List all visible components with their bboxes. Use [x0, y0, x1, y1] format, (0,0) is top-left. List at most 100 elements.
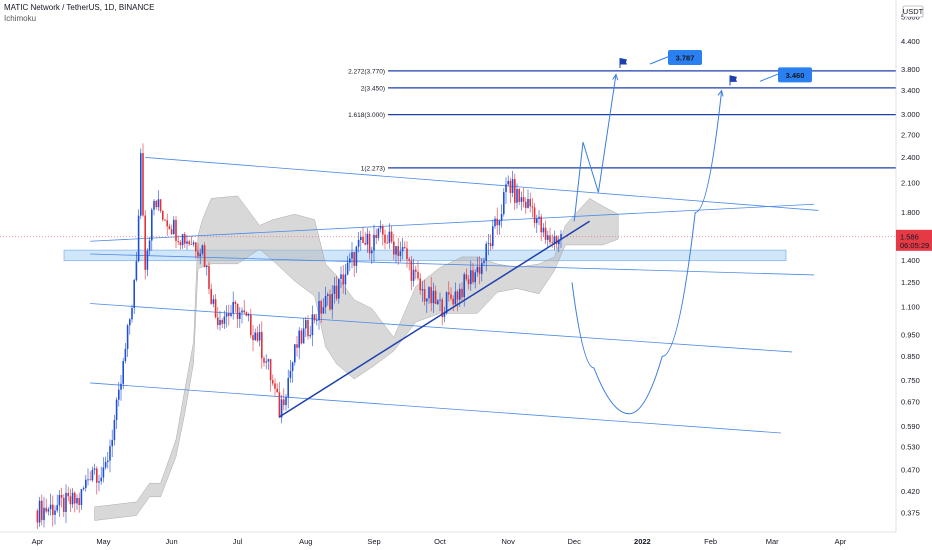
- candle-body: [470, 270, 472, 285]
- candle-body: [36, 510, 39, 523]
- candle-body: [184, 234, 186, 244]
- channel-line-3: [90, 303, 793, 353]
- candle-body: [113, 420, 116, 441]
- candle: [102, 457, 105, 483]
- candle-body: [478, 266, 481, 274]
- candle: [483, 257, 485, 267]
- price-tick-8: 2.100: [901, 179, 920, 188]
- candle: [533, 202, 536, 228]
- candle-body: [168, 226, 171, 230]
- time-tick-9: Dec: [568, 537, 582, 546]
- candle-body: [261, 331, 263, 359]
- target-callout-box-1: [668, 50, 702, 66]
- candle: [186, 234, 188, 250]
- candle: [514, 173, 516, 211]
- candle: [135, 251, 138, 282]
- candle-body: [63, 497, 65, 513]
- candle-body: [254, 332, 256, 341]
- candle: [219, 310, 221, 331]
- target-label-1: 3.787: [676, 54, 695, 63]
- channel-line-4: [90, 382, 782, 434]
- candle: [239, 306, 241, 328]
- candle: [443, 306, 446, 323]
- price-tick-16: 0.750: [901, 376, 920, 385]
- time-axis: [0, 532, 896, 550]
- candle: [263, 355, 265, 367]
- candle: [113, 414, 116, 446]
- candle: [344, 264, 347, 295]
- candle-body: [177, 241, 179, 243]
- price-tick-14: 0.950: [901, 331, 920, 340]
- candle-body: [335, 285, 338, 299]
- candle: [243, 300, 245, 315]
- candle: [133, 278, 135, 315]
- candle: [465, 268, 468, 282]
- candle-body: [426, 298, 428, 302]
- candle-body: [100, 477, 102, 482]
- candle-body: [432, 290, 435, 304]
- candle-body: [124, 348, 127, 362]
- candle: [221, 318, 223, 328]
- candle-body: [104, 461, 107, 468]
- candle-body: [76, 498, 78, 504]
- candle: [329, 289, 331, 312]
- candle: [331, 285, 333, 319]
- projection-arrowhead: [717, 89, 724, 97]
- candle-body: [366, 233, 369, 245]
- candle: [406, 241, 408, 268]
- candle-body: [514, 179, 516, 203]
- candle-body: [151, 209, 153, 241]
- time-tick-11: Feb: [704, 537, 717, 546]
- candle-body: [212, 299, 215, 304]
- candle: [126, 323, 129, 358]
- candle-body: [307, 320, 309, 337]
- candle-body: [461, 288, 463, 298]
- candle: [155, 200, 157, 210]
- candle: [283, 388, 285, 411]
- candle-body: [120, 383, 122, 390]
- price-tick-20: 0.470: [901, 465, 920, 474]
- candle-body: [199, 253, 201, 257]
- candle-body: [52, 504, 54, 515]
- candle: [386, 234, 388, 244]
- price-tick-22: 0.375: [901, 509, 920, 518]
- candle-body: [472, 270, 474, 283]
- candle: [122, 357, 124, 390]
- candle-body: [142, 153, 144, 216]
- candle-body: [362, 236, 364, 243]
- candle-body: [283, 399, 285, 406]
- candle-body: [456, 291, 459, 300]
- candle: [467, 275, 470, 290]
- candle: [426, 298, 428, 313]
- candle-body: [210, 289, 212, 304]
- candle: [452, 295, 454, 311]
- candle: [184, 231, 186, 248]
- candle: [474, 269, 476, 289]
- candle: [54, 505, 56, 525]
- price-tick-13: 1.100: [901, 302, 920, 311]
- candle-body: [91, 469, 94, 481]
- candle: [494, 216, 496, 229]
- candle-body: [316, 320, 318, 321]
- flag-icon: [620, 58, 627, 65]
- price-tick-3: 3.800: [901, 65, 920, 74]
- support-zone: [63, 249, 787, 262]
- candle: [142, 143, 144, 217]
- time-tick-5: Aug: [299, 537, 312, 546]
- currency-badge: [902, 5, 924, 18]
- candle: [197, 243, 199, 258]
- candle: [503, 187, 505, 217]
- candle-body: [333, 285, 336, 294]
- candle-body: [285, 397, 287, 406]
- candle: [379, 220, 382, 233]
- candle: [366, 227, 369, 253]
- candle: [500, 204, 503, 228]
- candle-body: [344, 274, 347, 285]
- candle: [294, 344, 296, 366]
- candle: [85, 474, 87, 492]
- candle: [531, 198, 534, 218]
- candle-body: [247, 314, 250, 316]
- candle-body: [219, 319, 221, 326]
- candle: [43, 496, 45, 528]
